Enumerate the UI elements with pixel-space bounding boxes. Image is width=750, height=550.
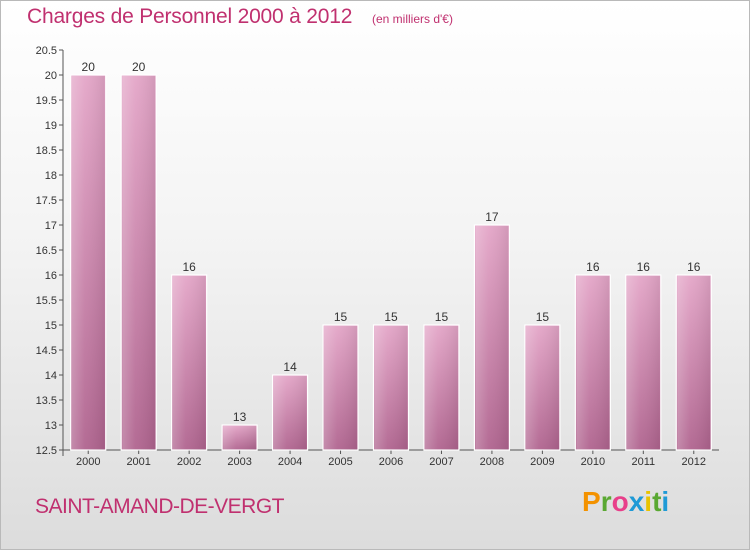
bar-highlight [223,426,257,450]
bar-highlight [122,76,156,450]
bar-highlight [576,276,610,450]
y-tick-label: 16 [45,270,57,282]
chart-title: Charges de Personnel 2000 à 2012 [27,5,353,28]
logo-letter: t [652,486,662,517]
logo-letter: i [644,486,653,517]
x-tick-label: 2003 [227,456,251,468]
y-tick-label: 13 [45,420,57,432]
x-tick-label: 2002 [177,456,201,468]
bar-highlight [324,326,358,450]
y-tick-label: 19 [45,120,57,132]
y-tick-label: 18.5 [36,145,57,157]
bar-highlight [475,226,509,450]
bar-highlight [677,276,711,450]
x-tick-label: 2010 [581,456,605,468]
data-label: 20 [132,60,146,74]
data-label: 16 [586,260,600,274]
bar-highlight [374,326,408,450]
bar-highlight [172,276,206,450]
y-tick-label: 18 [45,170,57,182]
logo-letter: o [611,486,629,517]
proxiti-logo: Proxiti [582,486,669,518]
logo-letter: P [582,486,601,517]
data-label: 16 [637,260,651,274]
x-tick-label: 2012 [682,456,706,468]
x-tick-label: 2005 [328,456,352,468]
y-tick-label: 19.5 [36,95,57,107]
logo-letter: i [661,486,670,517]
logo-letter: r [600,486,612,517]
data-label: 20 [82,60,96,74]
y-tick-label: 15 [45,320,57,332]
y-tick-label: 12.5 [36,445,57,457]
chart-subtitle: (en milliers d'€) [372,12,453,26]
y-tick-label: 20 [45,70,57,82]
data-label: 16 [182,260,196,274]
data-label: 15 [384,310,398,324]
bar-highlight [626,276,660,450]
bar-highlight [424,326,458,450]
x-tick-label: 2009 [530,456,554,468]
x-tick-label: 2001 [126,456,150,468]
bars [70,74,712,451]
y-tick-label: 15.5 [36,295,57,307]
data-label: 15 [334,310,348,324]
x-tick-label: 2004 [278,456,302,468]
data-label: 14 [283,360,297,374]
city-name: SAINT-AMAND-DE-VERGT [35,495,285,518]
axes: 12.5 13 13.5 14 14.5 15 15.5 16 16.5 17 17.5 18 18.5… [36,45,719,457]
data-label: 17 [485,210,499,224]
logo-letter: x [628,486,645,517]
y-tick-label: 14 [45,370,57,382]
data-label: 15 [536,310,550,324]
x-tick-label: 2007 [429,456,453,468]
x-tick-label: 2000 [76,456,100,468]
x-tick-label: 2008 [480,456,504,468]
y-tick-label: 17 [45,220,57,232]
y-tick-label: 16.5 [36,245,57,257]
labels: 2000 20 2001 20 2002 16 2003 13 2004 14 2005 15 2006… [76,60,706,468]
y-tick-label: 17.5 [36,195,57,207]
y-tick-label: 20.5 [36,45,57,57]
x-tick-label: 2006 [379,456,403,468]
data-label: 16 [687,260,701,274]
data-label: 13 [233,410,247,424]
y-tick-label: 14.5 [36,345,57,357]
bar-highlight [525,326,559,450]
x-tick-label: 2011 [631,456,655,468]
bar-highlight [71,76,105,450]
y-tick-label: 13.5 [36,395,57,407]
data-label: 15 [435,310,449,324]
bar-highlight [273,376,307,450]
